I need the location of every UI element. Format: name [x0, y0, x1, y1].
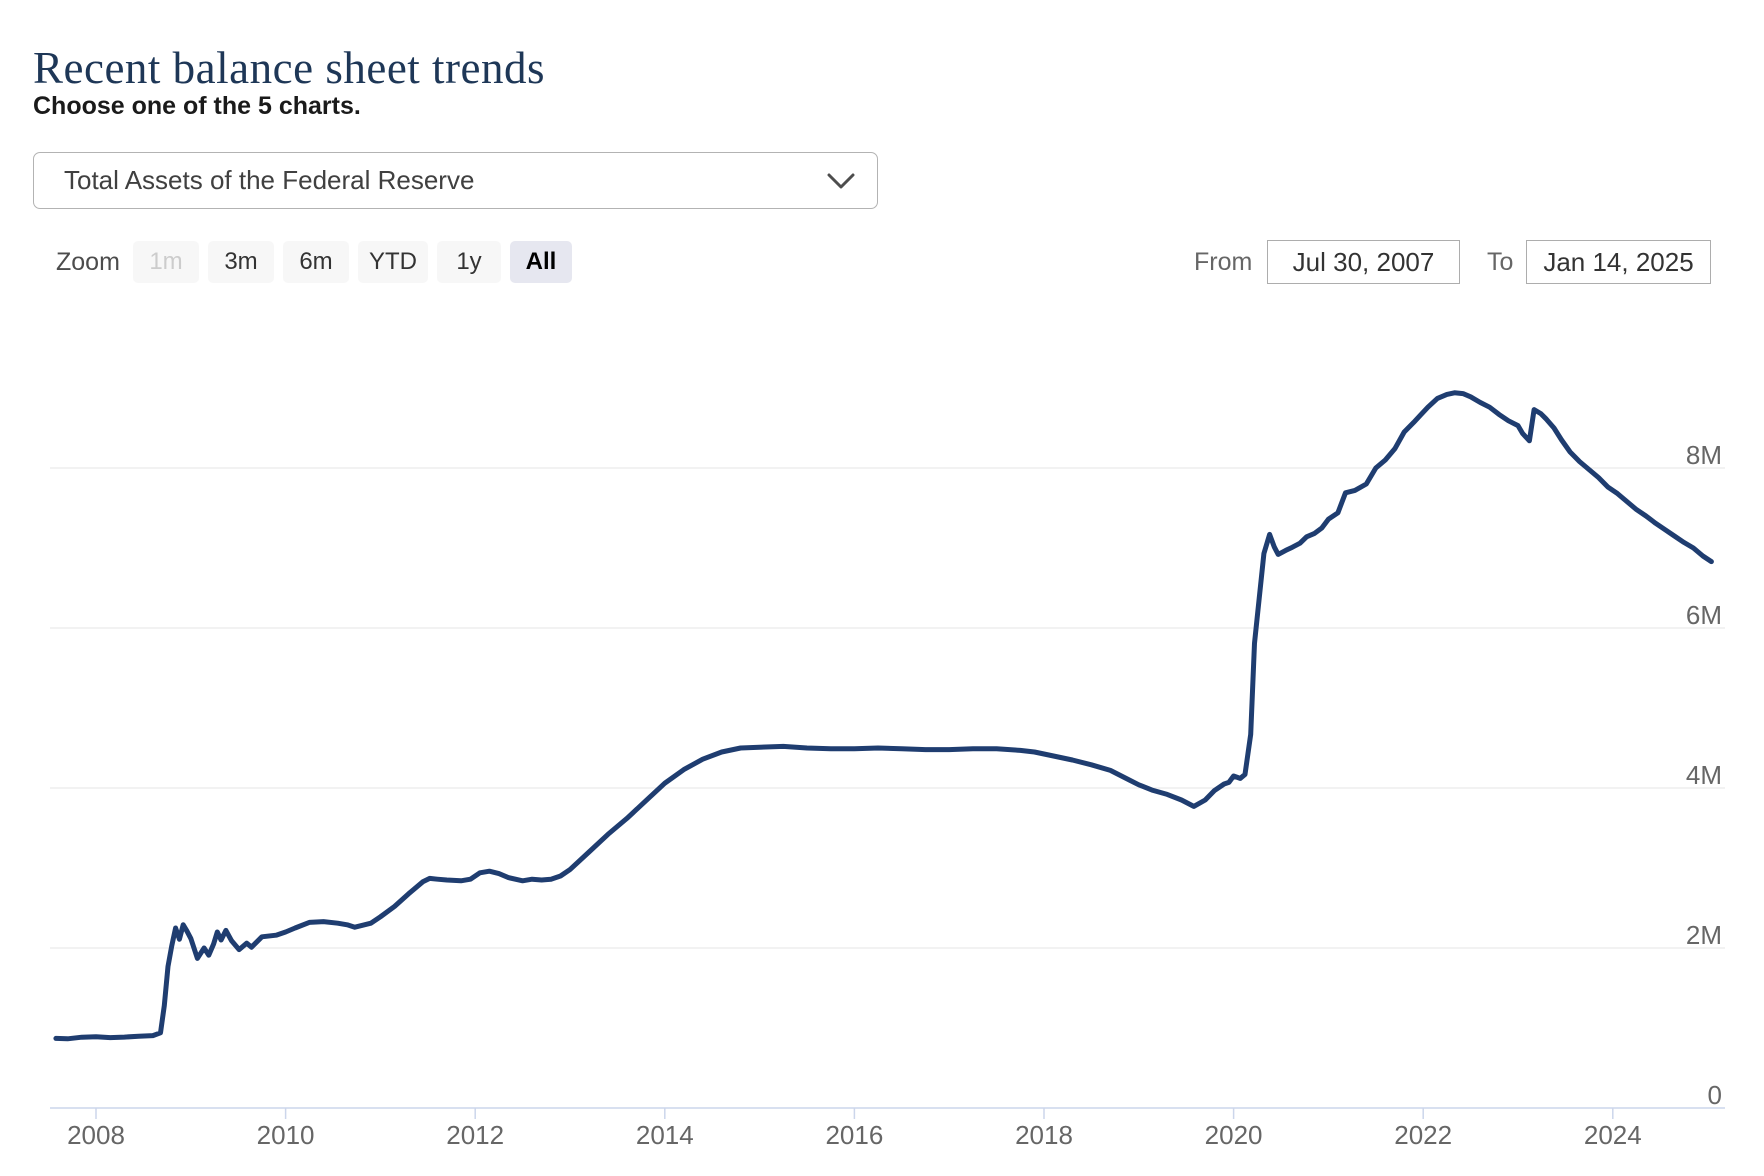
x-axis-label: 2018 [1015, 1120, 1073, 1150]
x-axis-label: 2010 [257, 1120, 315, 1150]
x-axis-label: 2012 [446, 1120, 504, 1150]
to-label: To [1487, 248, 1514, 276]
x-axis-label: 2022 [1394, 1120, 1452, 1150]
x-axis-label: 2024 [1584, 1120, 1642, 1150]
y-axis-label: 4M [1686, 760, 1722, 790]
y-axis-label: 2M [1686, 920, 1722, 950]
zoom-button-1y[interactable]: 1y [437, 241, 501, 283]
zoom-button-ytd[interactable]: YTD [358, 241, 428, 283]
y-axis-label: 6M [1686, 600, 1722, 630]
chart-select-value: Total Assets of the Federal Reserve [64, 165, 475, 195]
zoom-button-all[interactable]: All [510, 241, 572, 283]
y-axis-label: 8M [1686, 440, 1722, 470]
y-axis-label: 0 [1708, 1080, 1722, 1110]
zoom-button-6m[interactable]: 6m [283, 241, 349, 283]
chart-chooser-instruction: Choose one of the 5 charts. [33, 92, 361, 120]
series-line [53, 390, 1714, 1042]
chevron-down-icon [827, 173, 855, 195]
from-date-input[interactable] [1267, 240, 1460, 284]
x-axis-label: 2016 [825, 1120, 883, 1150]
from-label: From [1194, 248, 1253, 276]
page-title: Recent balance sheet trends [33, 43, 546, 94]
zoom-button-3m[interactable]: 3m [208, 241, 274, 283]
x-axis-label: 2014 [636, 1120, 694, 1150]
x-axis-label: 2020 [1205, 1120, 1263, 1150]
zoom-button-1m[interactable]: 1m [133, 241, 199, 283]
x-axis-label: 2008 [67, 1120, 125, 1150]
chart-select-dropdown[interactable]: Total Assets of the Federal Reserve [33, 152, 878, 209]
zoom-label: Zoom [56, 248, 120, 276]
to-date-input[interactable] [1526, 240, 1711, 284]
